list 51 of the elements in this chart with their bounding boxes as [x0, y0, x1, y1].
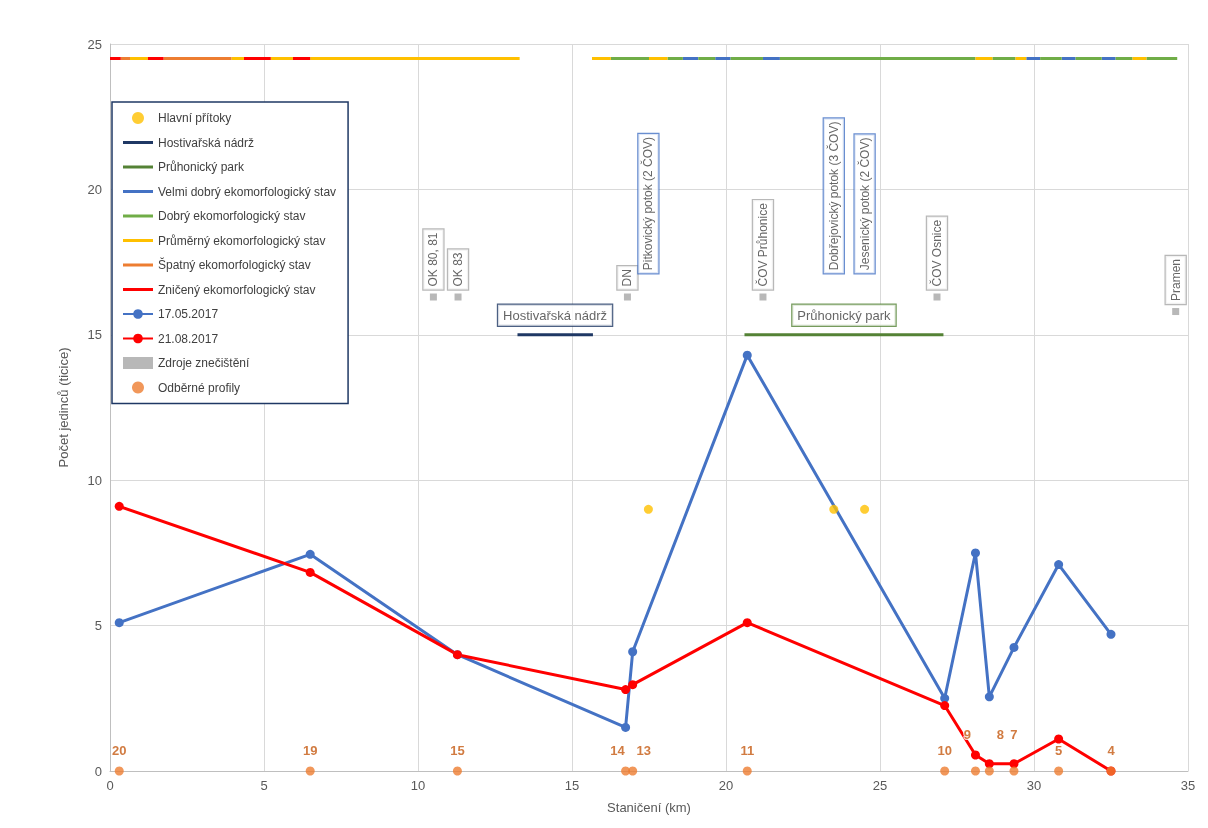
x-tick-label: 0	[106, 778, 114, 793]
y-tick-label: 15	[87, 327, 102, 343]
annotation: 15	[450, 743, 465, 758]
legend-label: Velmi dobrý ekomorfologický stav	[158, 184, 337, 199]
legend-label: 17.05.2017	[158, 307, 219, 321]
y-tick-label: 5	[94, 618, 102, 634]
annotation: Jesenický potok (2 ČOV)	[856, 137, 872, 271]
annotation: 8	[996, 727, 1004, 742]
x-tick-label: 15	[564, 778, 580, 793]
data-label: ČOV Průhonice	[754, 202, 770, 287]
annotation: 19	[302, 743, 318, 758]
annotation: 10	[937, 743, 952, 758]
x-axis-title: Staničení (km)	[607, 800, 691, 815]
y-axis-title: Počet jedinců (ticice)	[56, 347, 71, 468]
x-tick-label: 10	[410, 778, 426, 793]
annotation: 11	[740, 743, 755, 758]
legend-label: Hostivařská nádrž	[158, 135, 255, 150]
legend-label: Zničený ekomorfologický stav	[158, 282, 316, 297]
legend-label: 21.08.2017	[158, 331, 219, 346]
annotation: 13	[636, 743, 651, 758]
x-tick-label: 25	[872, 778, 888, 793]
legend-label: Odběrné profily	[158, 380, 241, 395]
annotation: 14	[610, 743, 626, 758]
data-label: OK 80, 81	[426, 232, 441, 287]
annotation: 9	[963, 727, 972, 742]
legend-label: Hlavní přítoky	[158, 111, 232, 125]
legend-label: Průhonický park	[158, 160, 246, 174]
x-tick-label: 20	[718, 778, 734, 793]
annotation: 5	[1055, 743, 1063, 758]
annotation: Hostivařská nádrž	[503, 307, 608, 323]
y-tick-label: 25	[87, 36, 102, 52]
annotation: 20	[112, 743, 127, 758]
y-tick-label: 0	[94, 763, 102, 779]
x-tick-label: 30	[1026, 778, 1042, 793]
legend-label: Zdroje znečištění	[158, 356, 251, 370]
data-label: Pramen	[1168, 259, 1183, 302]
legend-label: Špatný ekomorfologický stav	[158, 257, 311, 272]
legend-label: Průměrný ekomorfologický stav	[158, 233, 326, 248]
annotation: Pitkovický potok (2 ČOV)	[640, 136, 656, 271]
annotation: Průhonický park	[797, 307, 892, 323]
annotation: 7	[1010, 727, 1018, 742]
annotation: 4	[1107, 743, 1116, 758]
annotation: Dobřejovický potok (3 ČOV)	[825, 121, 841, 271]
x-tick-label: 5	[260, 778, 268, 793]
legend-label: Dobrý ekomorfologický stav	[158, 209, 306, 223]
data-label: OK 83	[451, 252, 466, 287]
x-tick-label: 35	[1180, 778, 1196, 793]
data-label: ČOV Osnice	[928, 219, 944, 287]
y-tick-label: 10	[87, 472, 102, 488]
data-label: DN	[620, 269, 635, 287]
y-tick-label: 20	[87, 181, 102, 197]
